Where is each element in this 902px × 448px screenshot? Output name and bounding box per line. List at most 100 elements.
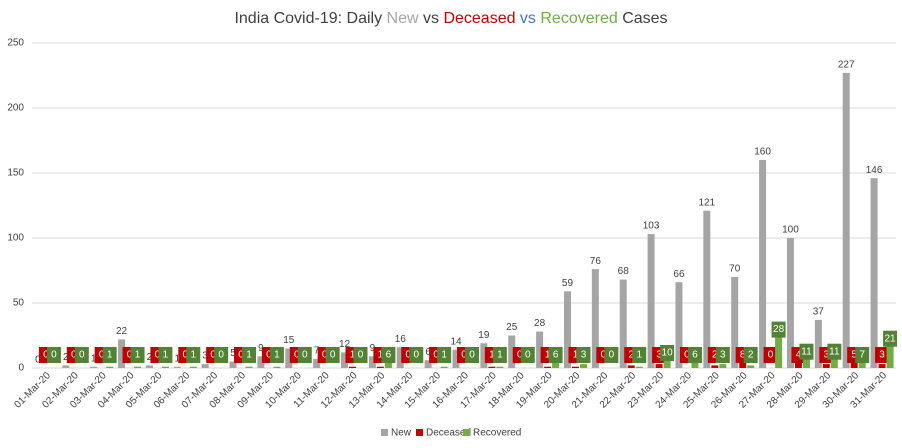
data-label: 0 [127, 350, 133, 361]
data-label: 0 [294, 350, 300, 361]
bar [189, 366, 197, 368]
data-label: 5 [851, 350, 857, 361]
data-label: 100 [782, 225, 799, 236]
bar [508, 335, 516, 368]
data-label: 0 [517, 350, 523, 361]
data-label: 3 [824, 350, 830, 361]
label-box [214, 347, 229, 363]
bar [655, 364, 663, 368]
data-label: 70 [729, 264, 741, 275]
bar [591, 269, 599, 368]
data-label: 15 [283, 335, 295, 346]
data-label: 14 [450, 336, 462, 347]
legend-swatch [381, 429, 388, 436]
data-label: 0 [35, 355, 41, 366]
bar [201, 364, 209, 368]
data-label: 2 [147, 352, 153, 363]
data-label: 0 [79, 350, 85, 361]
data-label: 0 [768, 350, 774, 361]
bar [719, 364, 727, 368]
bar [313, 358, 321, 368]
label-box [353, 347, 368, 363]
y-tick-label: 100 [7, 233, 24, 244]
data-label: 0 [358, 350, 364, 361]
y-tick-label: 0 [18, 363, 24, 374]
bar [870, 178, 878, 368]
bar [257, 356, 265, 368]
bar [711, 365, 719, 368]
bar [663, 355, 671, 368]
data-label: 0 [609, 350, 615, 361]
data-label: 3 [720, 350, 726, 361]
data-label: 0 [405, 350, 411, 361]
title-part: Cases [618, 10, 668, 27]
label-box [409, 347, 424, 363]
bar [161, 366, 169, 368]
bar [440, 366, 448, 368]
bar [579, 364, 587, 368]
data-label: 0 [469, 350, 475, 361]
legend-label: Deceased [426, 428, 471, 439]
data-label: 22 [116, 326, 128, 337]
bar [878, 364, 886, 368]
bar [635, 366, 643, 368]
data-label: 0 [238, 350, 244, 361]
data-label: 2 [712, 350, 718, 361]
data-label: 1 [350, 350, 356, 361]
legend-swatch [463, 429, 470, 436]
bar [273, 366, 281, 368]
legend-swatch [416, 429, 423, 436]
data-label: 5 [230, 348, 236, 359]
data-label: 25 [506, 322, 518, 333]
data-label: 6 [425, 347, 431, 358]
bar [62, 365, 70, 368]
label-box [74, 347, 89, 363]
label-box [604, 347, 619, 363]
label-box [548, 347, 563, 363]
data-label: 1 [497, 350, 503, 361]
y-tick-label: 200 [7, 103, 24, 114]
bar [90, 366, 98, 368]
data-label: 0 [461, 350, 467, 361]
data-label: 1 [489, 350, 495, 361]
bar [830, 353, 838, 368]
bar [544, 366, 552, 368]
data-label: 6 [692, 350, 698, 361]
data-label: 28 [534, 318, 546, 329]
bar [842, 72, 850, 369]
data-label: 76 [590, 256, 602, 267]
bar [134, 366, 142, 368]
data-label: 1 [107, 350, 113, 361]
bar [858, 358, 866, 368]
title-part: Deceased [443, 10, 515, 27]
bar [571, 366, 579, 368]
title-part: New [387, 10, 419, 27]
label-box [465, 347, 479, 363]
bar [552, 360, 560, 368]
data-label: 160 [754, 147, 771, 158]
label-box [242, 347, 257, 363]
label-box [660, 345, 675, 361]
bar [703, 210, 711, 368]
label-box [763, 347, 778, 363]
bar [731, 277, 739, 368]
label-box [437, 347, 452, 363]
label-box [855, 347, 870, 363]
data-label: 9 [258, 343, 264, 354]
bar [850, 361, 858, 368]
data-label: 1 [378, 350, 384, 361]
bar [245, 366, 253, 368]
data-label: 0 [51, 350, 57, 361]
label-box [715, 347, 730, 363]
label-box [799, 343, 814, 360]
data-label: 0 [684, 350, 690, 361]
data-label: 3 [202, 351, 208, 362]
y-tick-label: 250 [7, 38, 24, 49]
bar [794, 362, 802, 368]
bar [173, 366, 181, 368]
data-label: 0 [525, 350, 531, 361]
data-label: 0 [601, 350, 607, 361]
data-label: 0 [322, 350, 328, 361]
label-box [186, 347, 201, 363]
